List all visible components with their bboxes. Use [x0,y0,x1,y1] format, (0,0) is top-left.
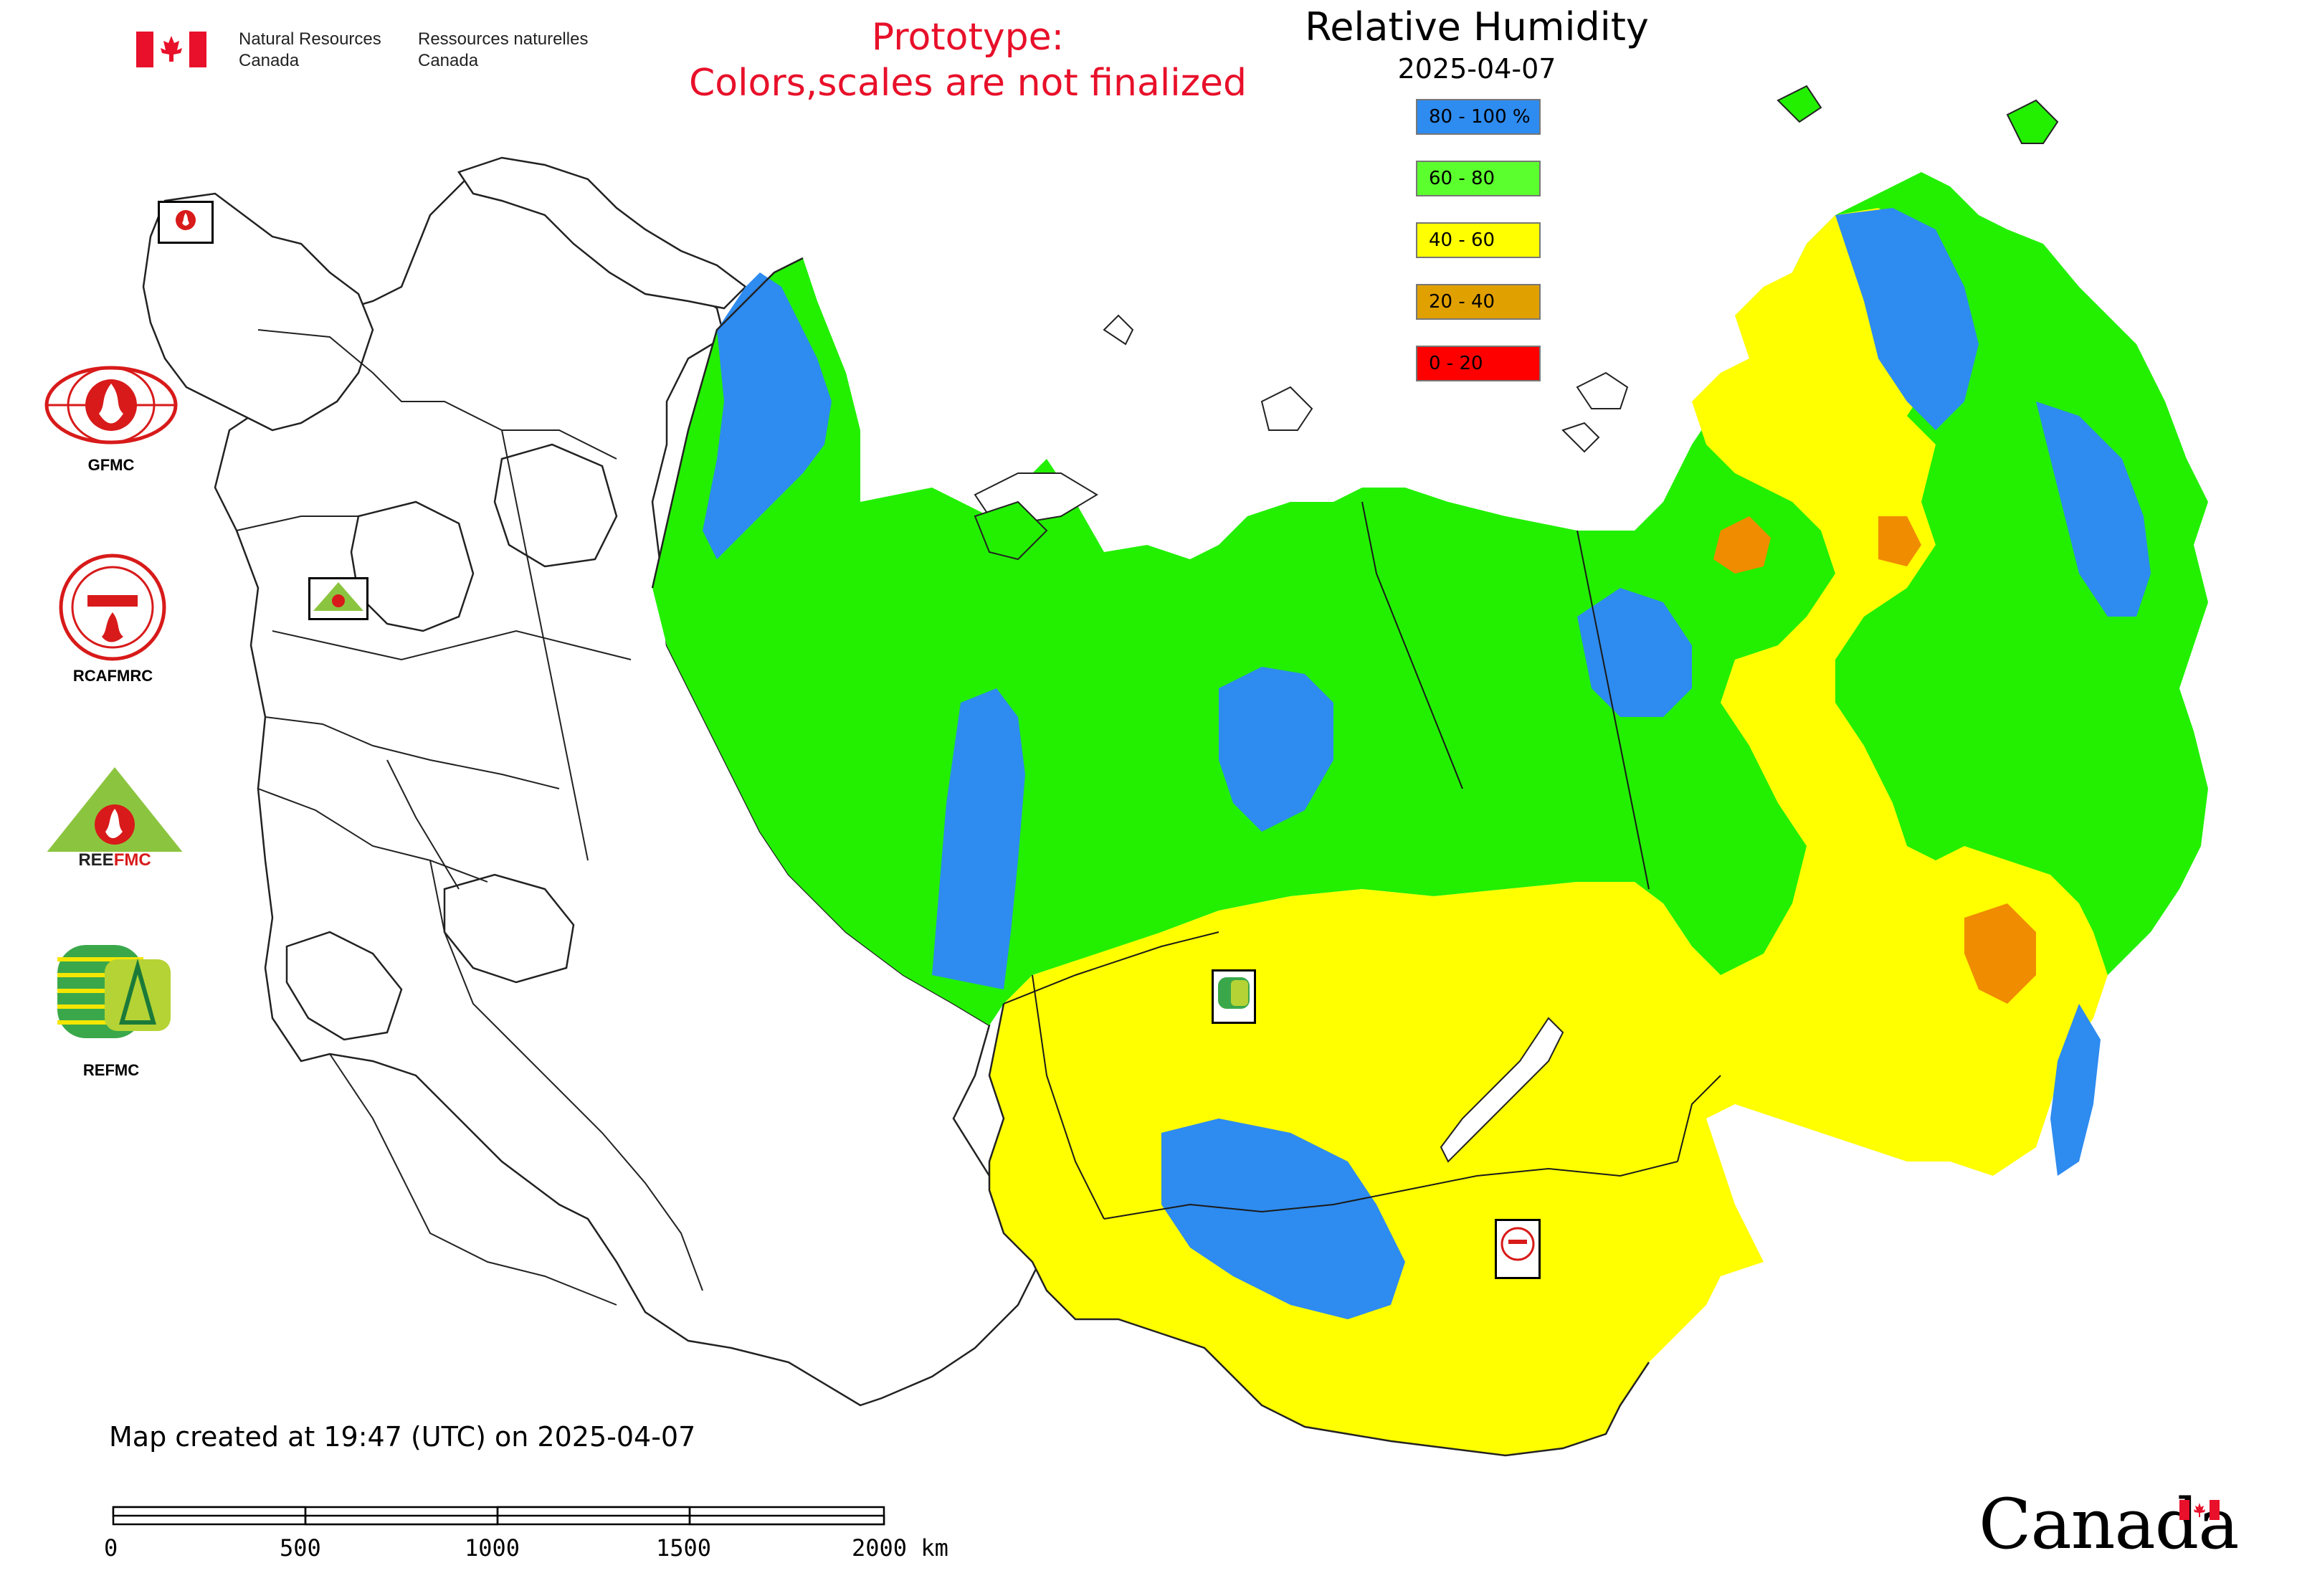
agency-en-line2: Canada [239,51,300,70]
legend-label: 40 - 60 [1429,229,1495,251]
refmc-label: REFMC [82,1061,140,1079]
gfmc-label: GFMC [87,456,135,474]
humid-patch-yenisei [1577,588,1692,717]
scale-label-1000: 1000 [465,1534,520,1562]
coastline [651,257,1650,1457]
gfmc-logo-icon [44,366,178,445]
canada-flag-icon [136,32,206,67]
rcafmrc-label: RCAFMRC [72,667,153,685]
rcafmrc-marker[interactable] [1495,1219,1541,1279]
legend-item-60-80: 60 - 80 [1416,161,1541,196]
agency-fr-line2: Canada [418,51,479,70]
dry-patch-yakutia-2 [1878,516,1921,566]
humidity-field [652,172,2208,1455]
legend-item-40-60: 40 - 60 [1416,222,1541,258]
gfmc-marker[interactable] [158,201,214,244]
country-borders-west [142,156,1041,1407]
rcafmrc-logo-icon [59,554,166,661]
scale-bar [112,1506,885,1526]
rcafmrc-marker-icon [1500,1227,1535,1261]
lake-baikal [1440,1017,1564,1163]
internal-boundaries-west [236,329,703,1306]
scale-label-1500: 1500 [656,1534,712,1562]
scale-label-0: 0 [104,1534,118,1562]
refmc-marker-icon [1218,977,1250,1009]
humid-patch-altai [1161,1118,1405,1319]
legend-label: 80 - 100 % [1429,106,1531,128]
agency-fr-line1: Ressources naturelles [418,29,589,49]
humid-patch-west-siberia [1219,667,1333,832]
humid-patch-scandinavia [703,272,832,559]
scale-label-500: 500 [280,1534,321,1562]
reefmc-logo-icon: REEFMC [43,767,186,870]
internal-boundaries-east [1003,501,1721,1220]
agency-en-line1: Natural Resources [239,29,381,49]
scale-label-2000: 2000 km [852,1534,948,1562]
legend-item-0-20: 0 - 20 [1416,346,1541,381]
arctic-islands-colored [974,85,2059,561]
refmc-marker[interactable] [1212,969,1256,1024]
canada-wordmark: Canada [1979,1484,2239,1564]
dry-patch-amur [1964,903,2036,1004]
canada-wordmark-flag-icon [2179,1500,2220,1520]
refmc-logo-icon [57,945,171,1038]
map-created-text: Map created at 19:47 (UTC) on 2025-04-07 [109,1421,696,1453]
agency-name-fr: Ressources naturelles Canada [418,29,588,72]
humid-patch-urals [932,688,1025,989]
humid-patch-northeast [1835,208,1979,430]
gfmc-marker-icon [176,210,196,230]
map-title: Relative Humidity [1305,4,1649,49]
canada-wordmark-text: Canada [1979,1484,2239,1564]
legend-item-20-40: 20 - 40 [1416,284,1541,320]
reefmc-marker-icon [313,582,363,611]
humid-patch-kamchatka [2036,402,2151,617]
prototype-notice: Prototype: Colors,scales are not finaliz… [645,14,1290,106]
legend-label: 20 - 40 [1429,291,1495,313]
dry-patch-yakutia [1713,516,1771,574]
humid-patch-sakhalin [2050,1004,2101,1176]
legend-label: 60 - 80 [1429,168,1495,189]
legend-item-80-100: 80 - 100 % [1416,99,1541,135]
svg-text:REEFMC: REEFMC [78,850,151,870]
prototype-line1: Prototype: [871,16,1065,59]
map-date: 2025-04-07 [1397,53,1556,85]
prototype-line2: Colors,scales are not finalized [688,62,1247,105]
legend-label: 0 - 20 [1429,353,1483,374]
agency-name-en: Natural Resources Canada [239,29,381,72]
reefmc-marker[interactable] [308,577,368,620]
